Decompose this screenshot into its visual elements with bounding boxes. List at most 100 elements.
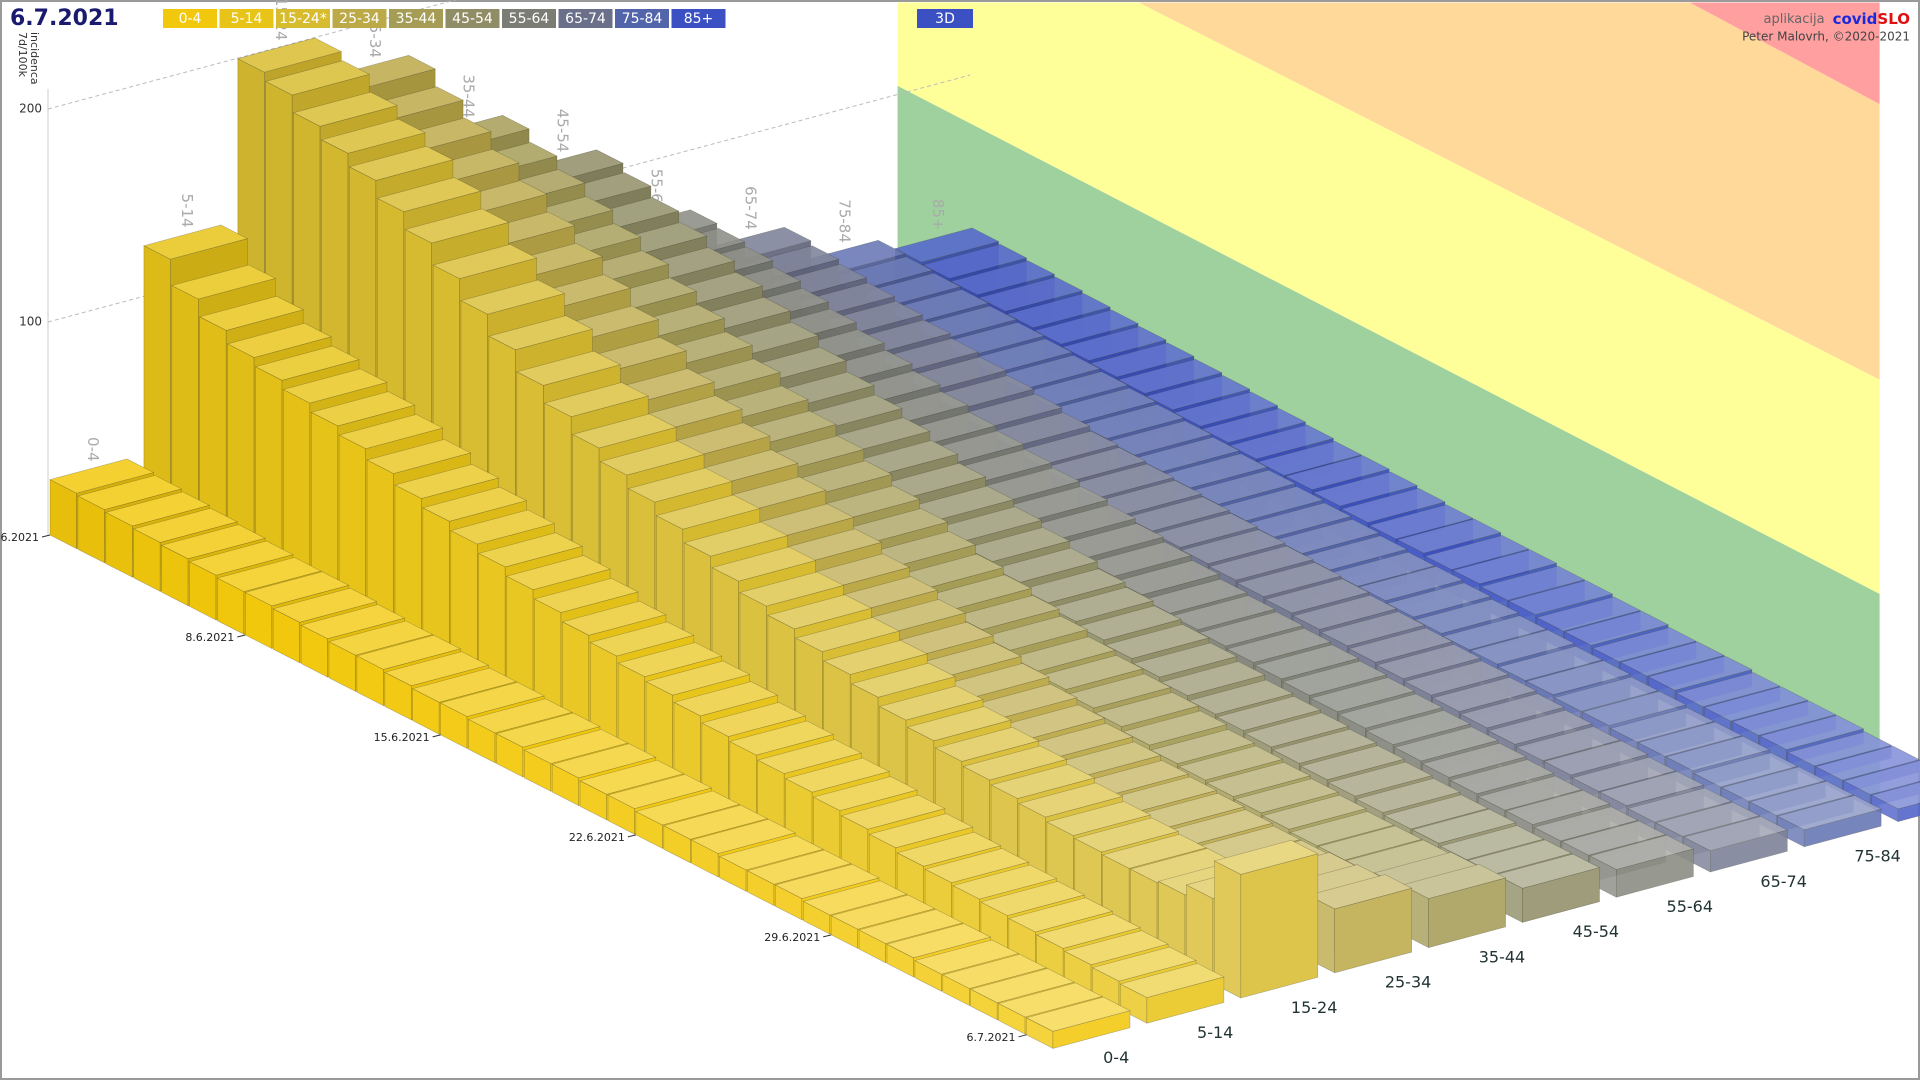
legend-label[interactable]: 25-34	[339, 11, 380, 27]
bar-top	[1320, 611, 1426, 647]
bar-top	[1647, 655, 1753, 691]
bar-top	[1299, 745, 1406, 781]
bar	[1025, 996, 1131, 1049]
legend-swatch[interactable]	[163, 9, 217, 28]
legend-swatch[interactable]	[502, 9, 556, 28]
legend-swatch[interactable]	[445, 9, 500, 28]
bar	[1682, 816, 1789, 873]
bar-top	[1122, 710, 1228, 746]
brand-suffix: SLO	[1877, 10, 1910, 28]
bar-top	[1376, 644, 1482, 680]
bar-top	[673, 681, 779, 717]
bar-top	[1655, 801, 1761, 837]
bar-top	[662, 804, 769, 840]
group-tick-label: 55-64	[1667, 897, 1714, 916]
bar-top	[1533, 806, 1639, 842]
mode-button-label[interactable]: 3D	[935, 11, 955, 27]
bar-top	[282, 368, 388, 404]
group-tick-label: 15-24	[1291, 998, 1338, 1017]
legend-label[interactable]: 0-4	[179, 11, 202, 27]
bar-top	[954, 595, 1061, 630]
x-tick	[432, 734, 441, 738]
bar-top	[488, 315, 594, 351]
bar-top	[1340, 487, 1446, 523]
bar-top	[236, 37, 343, 73]
bar-top	[170, 264, 277, 300]
bar-top	[449, 509, 556, 545]
series-top-label: 75-84	[835, 199, 853, 243]
bar-top	[1665, 735, 1771, 771]
bar-top	[969, 968, 1076, 1004]
group-tick-label: 45-54	[1573, 922, 1620, 941]
legend-label[interactable]: 35-44	[396, 11, 437, 27]
bar-top	[952, 864, 1058, 900]
bar-top	[1104, 623, 1210, 659]
y-axis-label: 7d/100k incidenca	[16, 32, 41, 85]
bar-top	[1170, 595, 1276, 631]
bar-top	[1244, 712, 1350, 748]
bar-top	[411, 667, 518, 703]
legend-label[interactable]: 65-74	[565, 11, 606, 27]
bar-top	[160, 524, 266, 560]
legend-label[interactable]: 45-54	[452, 11, 493, 27]
bar-top	[1424, 535, 1530, 571]
legend-label[interactable]: 75-84	[622, 11, 663, 27]
legend-label[interactable]: 55-64	[509, 11, 550, 27]
bar-top	[1365, 710, 1472, 745]
bar-top	[1383, 794, 1489, 830]
bar-top	[607, 774, 713, 809]
bar-top	[477, 532, 584, 568]
bar-top	[1731, 700, 1837, 736]
bar-top	[1086, 541, 1193, 577]
bar-top	[962, 745, 1068, 781]
bar-top	[1205, 761, 1312, 797]
bar-top	[1124, 496, 1231, 532]
legend-swatch[interactable]	[389, 9, 443, 28]
bar-top	[896, 831, 1002, 867]
bar-top	[718, 835, 824, 871]
legend-label[interactable]: 15-24*	[279, 11, 327, 27]
bar-top	[934, 726, 1040, 762]
bar-top	[1061, 326, 1167, 361]
y-tick-label: 200	[19, 102, 42, 116]
bar-top	[1386, 582, 1492, 618]
author: Peter Malovrh, ©2020-2021	[1742, 30, 1910, 44]
x-tick-label: 8.6.2021	[185, 631, 234, 644]
bar-top	[746, 849, 852, 885]
bar-top	[982, 615, 1088, 651]
bar-top	[690, 818, 797, 854]
legend-swatch[interactable]	[219, 9, 274, 28]
legend-label[interactable]: 5-14	[231, 11, 263, 27]
bar-top	[894, 227, 1000, 263]
bar-top	[1393, 726, 1499, 762]
legend-swatch[interactable]	[558, 9, 613, 28]
bar-top	[645, 660, 751, 696]
bar-top	[551, 743, 657, 779]
x-tick	[823, 934, 832, 938]
legend-swatch[interactable]	[615, 9, 669, 28]
bar-top	[543, 382, 650, 418]
x-tick	[41, 534, 51, 538]
bar-top	[977, 276, 1084, 312]
bar-top	[1842, 760, 1920, 795]
bar-front	[1897, 802, 1920, 822]
bar-top	[1693, 752, 1799, 788]
bar-top	[1076, 605, 1182, 641]
bar-top	[198, 295, 305, 331]
bar-top	[1396, 518, 1502, 554]
bar-top	[439, 681, 545, 717]
bar-top	[1048, 586, 1154, 622]
legend-swatch[interactable]	[276, 9, 330, 28]
bar-top	[1010, 636, 1116, 672]
bar-top	[1089, 342, 1195, 378]
bar-top	[728, 720, 835, 756]
x-tick-label: 6.7.2021	[967, 1031, 1016, 1044]
bar-top	[1201, 408, 1307, 443]
legend-swatch[interactable]	[671, 9, 726, 28]
legend-label[interactable]: 85+	[684, 11, 714, 27]
bar-top	[1675, 672, 1781, 708]
legend-swatch[interactable]	[332, 9, 387, 28]
mode-button[interactable]	[917, 9, 973, 28]
bar-top	[1515, 726, 1621, 762]
bar-top	[655, 494, 761, 530]
